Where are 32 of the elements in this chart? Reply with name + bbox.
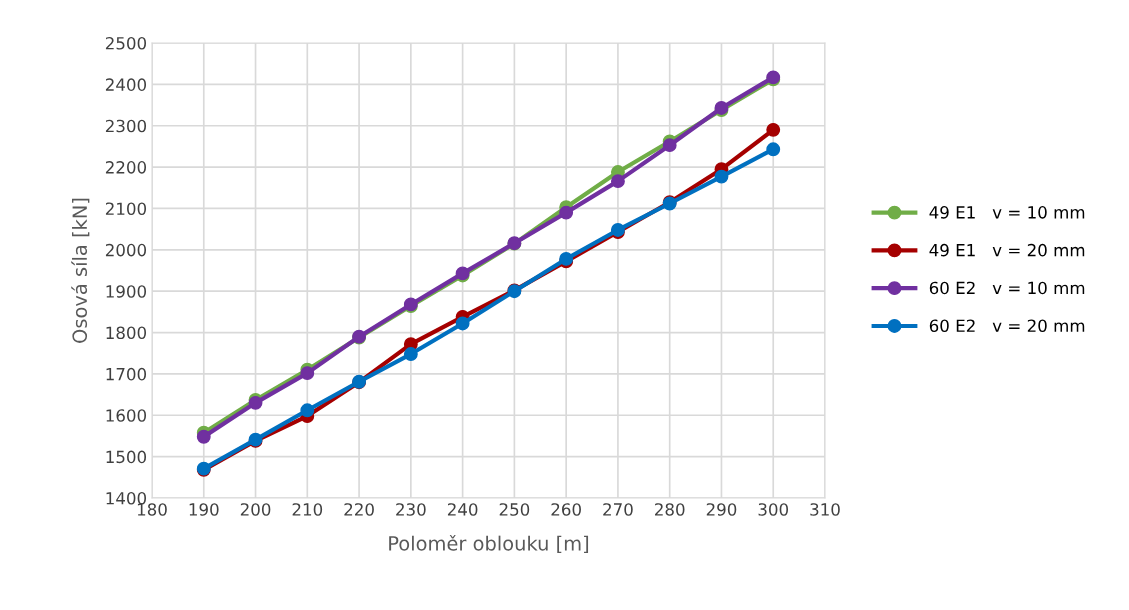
y-tick-label: 2000 [105, 243, 147, 257]
y-axis-title: Osová síla [kN] [71, 198, 90, 343]
y-tick-label: 2500 [105, 36, 147, 50]
y-tick-label: 2400 [105, 78, 147, 91]
x-tick-label: 280 [655, 503, 685, 516]
legend-label: 60 E2 v = 20 mm [929, 319, 1085, 333]
x-tick-label: 200 [240, 503, 271, 516]
y-tick-label: 1700 [106, 367, 147, 381]
x-tick-label: 270 [603, 503, 633, 516]
x-tick-label: 240 [447, 503, 478, 516]
y-tick-label: 1500 [106, 450, 147, 464]
x-tick-label: 260 [551, 503, 581, 516]
legend-label: 49 E1 v = 20 mm [929, 243, 1085, 257]
y-tick-label: 1400 [106, 491, 147, 505]
y-tick-label: 2200 [105, 161, 147, 174]
x-tick-label: 300 [758, 503, 789, 516]
x-tick-label: 220 [344, 503, 374, 516]
legend-label: 49 E1 v = 10 mm [929, 206, 1085, 219]
x-axis-title: Poloměr oblouku [m] [389, 534, 589, 553]
x-tick-label: 250 [499, 503, 530, 516]
y-tick-label: 2300 [105, 119, 147, 133]
x-tick-label: 230 [396, 503, 426, 516]
legend-label: 60 E2 v = 10 mm [929, 281, 1085, 295]
x-tick-label: 210 [292, 503, 323, 516]
y-tick-label: 1800 [106, 326, 147, 340]
x-tick-label: 290 [706, 503, 737, 516]
y-tick-label: 2100 [105, 202, 147, 216]
x-tick-label: 310 [810, 503, 840, 516]
x-tick-label: 180 [137, 503, 167, 516]
x-tick-label: 190 [189, 503, 219, 516]
y-tick-label: 1900 [106, 285, 147, 298]
y-tick-label: 1600 [106, 409, 147, 422]
